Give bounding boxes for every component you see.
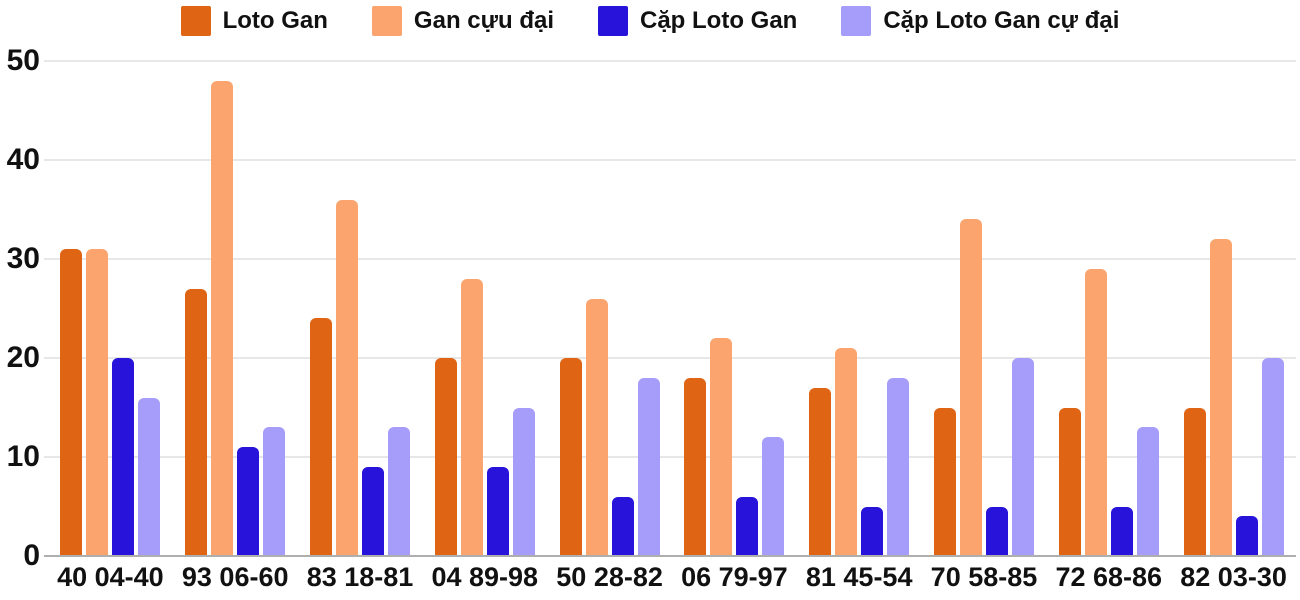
x-tick-label: 50 28-82 bbox=[556, 562, 663, 592]
bar[interactable] bbox=[211, 80, 234, 556]
bar-group bbox=[1046, 61, 1171, 556]
bar-group bbox=[48, 61, 173, 556]
x-tick-label: 81 45-54 bbox=[805, 562, 913, 592]
bar[interactable] bbox=[1011, 358, 1034, 556]
bar[interactable] bbox=[1058, 407, 1081, 556]
legend-label: Gan cựu đại bbox=[413, 7, 554, 34]
legend-item[interactable]: Cặp Loto Gan cự đại bbox=[841, 6, 1119, 36]
bar[interactable] bbox=[710, 338, 733, 556]
bar[interactable] bbox=[985, 506, 1008, 556]
x-tick-label: 83 18-81 bbox=[306, 562, 414, 592]
gridline bbox=[44, 60, 1296, 62]
x-tick-label: 06 79-97 bbox=[681, 562, 788, 592]
y-tick-label: 40 bbox=[6, 143, 40, 176]
bar[interactable] bbox=[611, 496, 634, 556]
bar[interactable] bbox=[361, 466, 384, 556]
bar[interactable] bbox=[762, 437, 785, 556]
bar-group bbox=[422, 61, 547, 556]
x-tick-label: 93 06-60 bbox=[181, 562, 289, 592]
y-axis: 0 10 20 30 40 50 bbox=[0, 46, 44, 571]
gridline bbox=[44, 258, 1296, 260]
bar[interactable] bbox=[861, 506, 884, 556]
x-axis-line bbox=[44, 555, 1296, 557]
x-tick-label: 70 58-85 bbox=[930, 562, 1038, 592]
legend-label: Cặp Loto Gan bbox=[640, 7, 798, 34]
chart-legend: Loto Gan Gan cựu đại Cặp Loto Gan Cặp Loto … bbox=[0, 6, 1300, 36]
bar[interactable] bbox=[387, 427, 410, 556]
bar[interactable] bbox=[138, 397, 161, 556]
x-tick-label: 72 68-86 bbox=[1055, 562, 1163, 592]
bar[interactable] bbox=[835, 348, 858, 556]
gridline bbox=[44, 159, 1296, 161]
legend-swatch-icon bbox=[598, 6, 628, 36]
bar[interactable] bbox=[263, 427, 286, 556]
bar[interactable] bbox=[86, 249, 109, 556]
plot-area bbox=[44, 60, 1296, 557]
bar[interactable] bbox=[512, 407, 535, 556]
bar[interactable] bbox=[809, 387, 832, 556]
legend-label: Cặp Loto Gan cự đại bbox=[883, 7, 1120, 34]
gridline bbox=[44, 357, 1296, 359]
bar[interactable] bbox=[959, 219, 982, 556]
legend-item[interactable]: Loto Gan bbox=[180, 6, 328, 36]
bar[interactable] bbox=[60, 249, 83, 556]
bar[interactable] bbox=[434, 358, 457, 556]
legend-swatch-icon bbox=[180, 6, 211, 36]
bar[interactable] bbox=[1183, 407, 1206, 556]
bar[interactable] bbox=[112, 358, 135, 556]
bar[interactable] bbox=[309, 318, 332, 556]
bar[interactable] bbox=[933, 407, 956, 556]
bar[interactable] bbox=[585, 298, 608, 556]
bar[interactable] bbox=[887, 377, 910, 556]
bar[interactable] bbox=[1235, 516, 1258, 556]
bar-group bbox=[1171, 61, 1296, 556]
bar[interactable] bbox=[1261, 358, 1284, 556]
bar[interactable] bbox=[185, 288, 208, 556]
y-tick-label: 20 bbox=[6, 341, 40, 374]
bar[interactable] bbox=[684, 377, 707, 556]
y-tick-label: 30 bbox=[6, 242, 40, 275]
legend-swatch-icon bbox=[841, 6, 872, 36]
legend-label: Loto Gan bbox=[222, 7, 328, 34]
bar-group bbox=[173, 61, 298, 556]
bar-group bbox=[547, 61, 672, 556]
bar[interactable] bbox=[460, 278, 483, 556]
y-tick-label: 0 bbox=[23, 539, 40, 572]
bar[interactable] bbox=[559, 358, 582, 556]
x-tick-label: 82 03-30 bbox=[1180, 562, 1287, 592]
bar[interactable] bbox=[486, 466, 509, 556]
x-axis: 40 04-40 93 06-60 83 18-81 04 89-98 50 28-82… bbox=[48, 562, 1296, 593]
y-tick-label: 10 bbox=[6, 440, 40, 473]
bar-group bbox=[922, 61, 1047, 556]
bar[interactable] bbox=[1084, 268, 1107, 556]
gridline bbox=[44, 456, 1296, 458]
bar[interactable] bbox=[237, 447, 260, 556]
bar[interactable] bbox=[1110, 506, 1133, 556]
x-tick-label: 40 04-40 bbox=[57, 562, 164, 592]
bar-group bbox=[672, 61, 797, 556]
legend-swatch-icon bbox=[371, 6, 402, 36]
bar[interactable] bbox=[736, 496, 759, 556]
bar[interactable] bbox=[1209, 239, 1232, 556]
bar[interactable] bbox=[1136, 427, 1159, 556]
y-tick-label: 50 bbox=[6, 44, 40, 77]
x-tick-label: 04 89-98 bbox=[431, 562, 539, 592]
bar-group bbox=[797, 61, 922, 556]
bar[interactable] bbox=[335, 199, 358, 556]
legend-item[interactable]: Gan cựu đại bbox=[371, 6, 554, 36]
legend-item[interactable]: Cặp Loto Gan bbox=[598, 6, 797, 36]
bar[interactable] bbox=[637, 377, 660, 556]
bar-groups bbox=[48, 61, 1296, 556]
bar-group bbox=[298, 61, 423, 556]
